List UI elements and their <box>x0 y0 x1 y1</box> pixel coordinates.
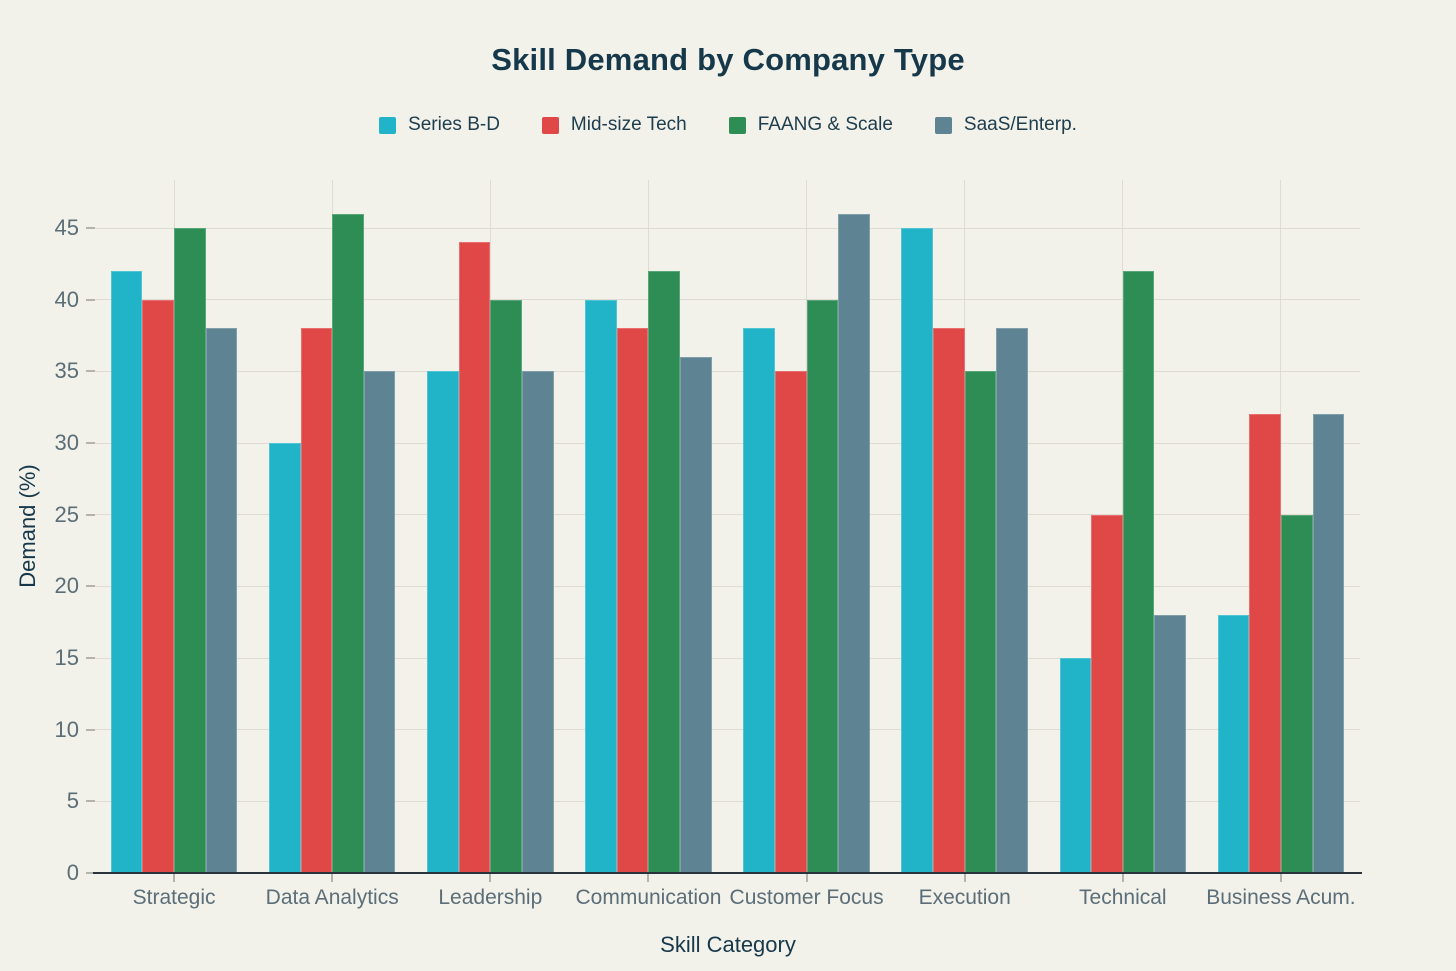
gridline-y-5 <box>95 800 1360 802</box>
plot-area: 0 5 10 15 20 25 30 35 40 45 Strategic Data Analytic… <box>55 180 1362 909</box>
legend-swatch-series-b-d <box>379 116 397 134</box>
bar-saas-enterp-execution <box>996 328 1028 873</box>
bar-mid-size-tech-technical <box>1091 514 1123 873</box>
y-tick-label-10: 10 <box>54 716 79 742</box>
bar-series-b-d-business-acum <box>1217 615 1250 873</box>
bar-series-b-d-data-analytics <box>268 443 301 873</box>
y-tick-mark-10 <box>86 728 95 731</box>
y-tick-mark-45 <box>86 227 95 229</box>
bar-saas-enterp-data-analytics <box>363 371 396 873</box>
gridline-y-35 <box>95 370 1360 372</box>
y-tick-mark-35 <box>86 370 95 373</box>
x-tick-label-business-acum: Business Acum. <box>1206 886 1356 909</box>
x-tick-label-execution: Execution <box>918 886 1011 909</box>
bar-series-b-d-customer-focus <box>743 328 775 873</box>
x-tick-label-leadership: Leadership <box>438 886 543 909</box>
bar-series-b-d-technical <box>1059 658 1092 873</box>
y-tick-label-20: 20 <box>54 573 79 599</box>
gridline-y-30 <box>95 442 1360 444</box>
x-tick-mark-customer-focus <box>805 874 808 882</box>
legend-label-saas-enterp: SaaS/Enterp. <box>963 114 1077 135</box>
bar-mid-size-tech-strategic <box>142 299 175 873</box>
bar-series-b-d-execution <box>901 228 934 873</box>
bar-saas-enterp-leadership <box>521 371 554 873</box>
legend: Series B-D Mid-size Tech FAANG & Scale SaaS… <box>0 114 1456 136</box>
y-tick-label-15: 15 <box>54 645 79 670</box>
legend-swatch-faang-scale <box>728 116 746 134</box>
y-tick-mark-15 <box>86 657 95 659</box>
legend-swatch-saas-enterp <box>934 116 952 134</box>
gridline-y-10 <box>95 729 1360 731</box>
legend-label-series-b-d: Series B-D <box>408 114 500 135</box>
y-tick-label-5: 5 <box>66 788 79 814</box>
x-tick-label-technical: Technical <box>1079 886 1167 909</box>
x-tick-mark-business-acum <box>1279 874 1282 882</box>
bar-mid-size-tech-business-acum <box>1249 414 1281 873</box>
y-tick-label-25: 25 <box>54 501 79 527</box>
bar-faang-scale-strategic <box>174 228 206 873</box>
bar-saas-enterp-customer-focus <box>838 213 870 873</box>
x-tick-label-customer-focus: Customer Focus <box>729 886 884 909</box>
bar-mid-size-tech-data-analytics <box>300 328 333 873</box>
legend-swatch-mid-size-tech <box>541 116 559 134</box>
legend-label-faang-scale: FAANG & Scale <box>757 114 893 135</box>
bar-series-b-d-leadership <box>427 371 459 873</box>
chart-title: Skill Demand by Company Type <box>491 42 965 77</box>
bar-faang-scale-communication <box>648 271 681 873</box>
x-axis-line <box>93 872 1362 874</box>
x-tick-label-communication: Communication <box>575 886 722 909</box>
bar-series-b-d-strategic <box>110 271 143 873</box>
bar-saas-enterp-strategic <box>205 328 238 873</box>
x-tick-mark-technical <box>1121 874 1124 882</box>
x-axis-title: Skill Category <box>660 932 796 957</box>
gridline-y-40 <box>95 299 1360 301</box>
legend-item-series-b-d: Series B-D <box>379 114 500 136</box>
gridline-y-25 <box>95 514 1360 516</box>
bar-faang-scale-data-analytics <box>332 213 364 873</box>
bar-faang-scale-execution <box>964 371 997 873</box>
y-tick-mark-0 <box>86 872 95 874</box>
bar-mid-size-tech-customer-focus <box>774 371 807 873</box>
bar-series-b-d-communication <box>585 299 617 873</box>
y-tick-label-0: 0 <box>66 860 79 885</box>
bar-faang-scale-technical <box>1122 271 1155 873</box>
bar-faang-scale-leadership <box>490 299 522 873</box>
legend-item-faang-scale: FAANG & Scale <box>728 114 893 136</box>
bar-mid-size-tech-leadership <box>458 242 491 873</box>
gridline-y-15 <box>95 657 1360 659</box>
y-tick-label-40: 40 <box>54 286 79 312</box>
bar-mid-size-tech-communication <box>616 328 649 873</box>
x-tick-mark-execution <box>963 874 966 882</box>
y-tick-mark-25 <box>86 513 95 516</box>
x-tick-mark-data-analytics <box>331 874 334 882</box>
y-tick-mark-40 <box>86 298 95 301</box>
bar-saas-enterp-business-acum <box>1312 414 1345 873</box>
y-tick-label-45: 45 <box>54 215 79 240</box>
y-tick-mark-20 <box>86 585 95 588</box>
legend-label-mid-size-tech: Mid-size Tech <box>570 114 687 135</box>
gridline-y-45 <box>95 227 1360 229</box>
y-tick-mark-5 <box>86 800 95 803</box>
y-tick-mark-30 <box>86 442 95 444</box>
bar-mid-size-tech-execution <box>933 328 965 873</box>
x-tick-label-data-analytics: Data Analytics <box>265 886 399 909</box>
x-tick-label-strategic: Strategic <box>132 886 216 909</box>
x-tick-mark-strategic <box>173 874 176 882</box>
legend-item-saas-enterp: SaaS/Enterp. <box>934 114 1077 136</box>
bar-faang-scale-business-acum <box>1280 514 1313 873</box>
bar-faang-scale-customer-focus <box>806 299 839 873</box>
gridline-y-20 <box>95 585 1360 587</box>
x-tick-mark-leadership <box>489 874 492 882</box>
bar-saas-enterp-technical <box>1154 615 1187 873</box>
x-tick-mark-communication <box>647 874 650 882</box>
legend-item-mid-size-tech: Mid-size Tech <box>541 114 687 136</box>
bar-saas-enterp-communication <box>680 357 712 873</box>
y-tick-label-30: 30 <box>54 430 79 455</box>
y-tick-label-35: 35 <box>54 358 79 384</box>
